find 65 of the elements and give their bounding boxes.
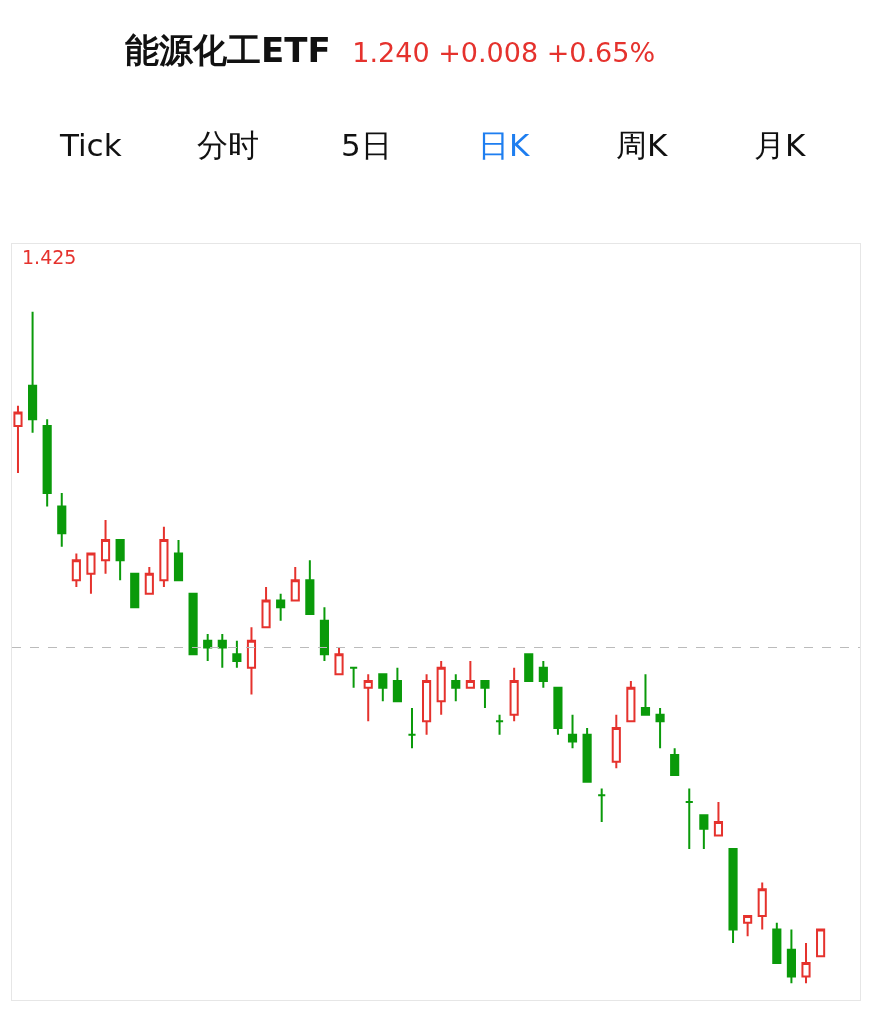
candlestick xyxy=(699,814,709,850)
candlestick xyxy=(422,673,432,736)
candlestick xyxy=(86,552,96,595)
candlestick xyxy=(597,787,607,824)
text: Tick xyxy=(59,127,122,163)
candlestick xyxy=(217,633,227,669)
candlestick xyxy=(232,639,242,669)
candlestick xyxy=(42,418,52,508)
candlestick xyxy=(494,713,505,736)
candlestick xyxy=(261,586,271,629)
candlestick xyxy=(392,666,402,703)
chart-subtitle: 1.240 +0.008 +0.65% xyxy=(352,36,656,68)
candlestick xyxy=(363,673,373,723)
candlestick xyxy=(786,928,796,985)
candlestick xyxy=(684,787,694,850)
candlestick xyxy=(173,539,184,582)
candlestick xyxy=(57,492,67,548)
candlestick xyxy=(349,666,359,689)
candlestick xyxy=(757,881,767,931)
candlestick xyxy=(816,928,826,958)
candlestick xyxy=(480,680,490,709)
text: 分时 xyxy=(197,127,259,163)
candlestick xyxy=(801,941,811,985)
candlestick xyxy=(567,713,578,750)
candlestick xyxy=(13,404,23,474)
candlestick xyxy=(465,659,475,689)
candlestick xyxy=(71,552,81,589)
candlestick xyxy=(524,653,534,683)
chart-title: 能源化工ETF xyxy=(125,29,331,70)
candlestick xyxy=(305,559,315,615)
candlestick xyxy=(115,539,125,582)
candlestick xyxy=(319,606,330,662)
candlestick xyxy=(436,659,446,716)
candlestick xyxy=(626,680,636,723)
text: 1.425 xyxy=(22,246,77,268)
candlestick xyxy=(728,847,738,944)
candlestick xyxy=(772,921,782,965)
candlestick xyxy=(159,525,169,589)
candlestick xyxy=(538,659,548,689)
candlestick xyxy=(130,572,140,609)
candlestick xyxy=(246,626,257,696)
text: 周K xyxy=(616,127,668,163)
candlestick xyxy=(713,800,724,837)
text: 日K xyxy=(478,127,530,163)
candlestick xyxy=(276,592,286,622)
candlestick xyxy=(378,673,388,703)
candlestick xyxy=(743,915,753,938)
candlestick xyxy=(582,727,592,783)
candlestick xyxy=(100,518,111,575)
candlestick xyxy=(188,592,198,656)
candlestick xyxy=(553,686,563,736)
candlestick xyxy=(670,747,680,777)
text: 5日 xyxy=(341,127,392,163)
candlestick xyxy=(611,713,621,770)
candlestick xyxy=(655,706,665,750)
text: 月K xyxy=(754,127,806,163)
candlestick xyxy=(144,565,154,595)
candlestick xyxy=(290,565,300,602)
candlestick xyxy=(28,310,38,434)
candlestick xyxy=(407,706,417,750)
candlestick xyxy=(334,646,344,676)
candlestick xyxy=(640,673,651,716)
candlestick xyxy=(509,666,519,723)
candlestick xyxy=(203,633,213,662)
candlestick xyxy=(451,673,461,703)
